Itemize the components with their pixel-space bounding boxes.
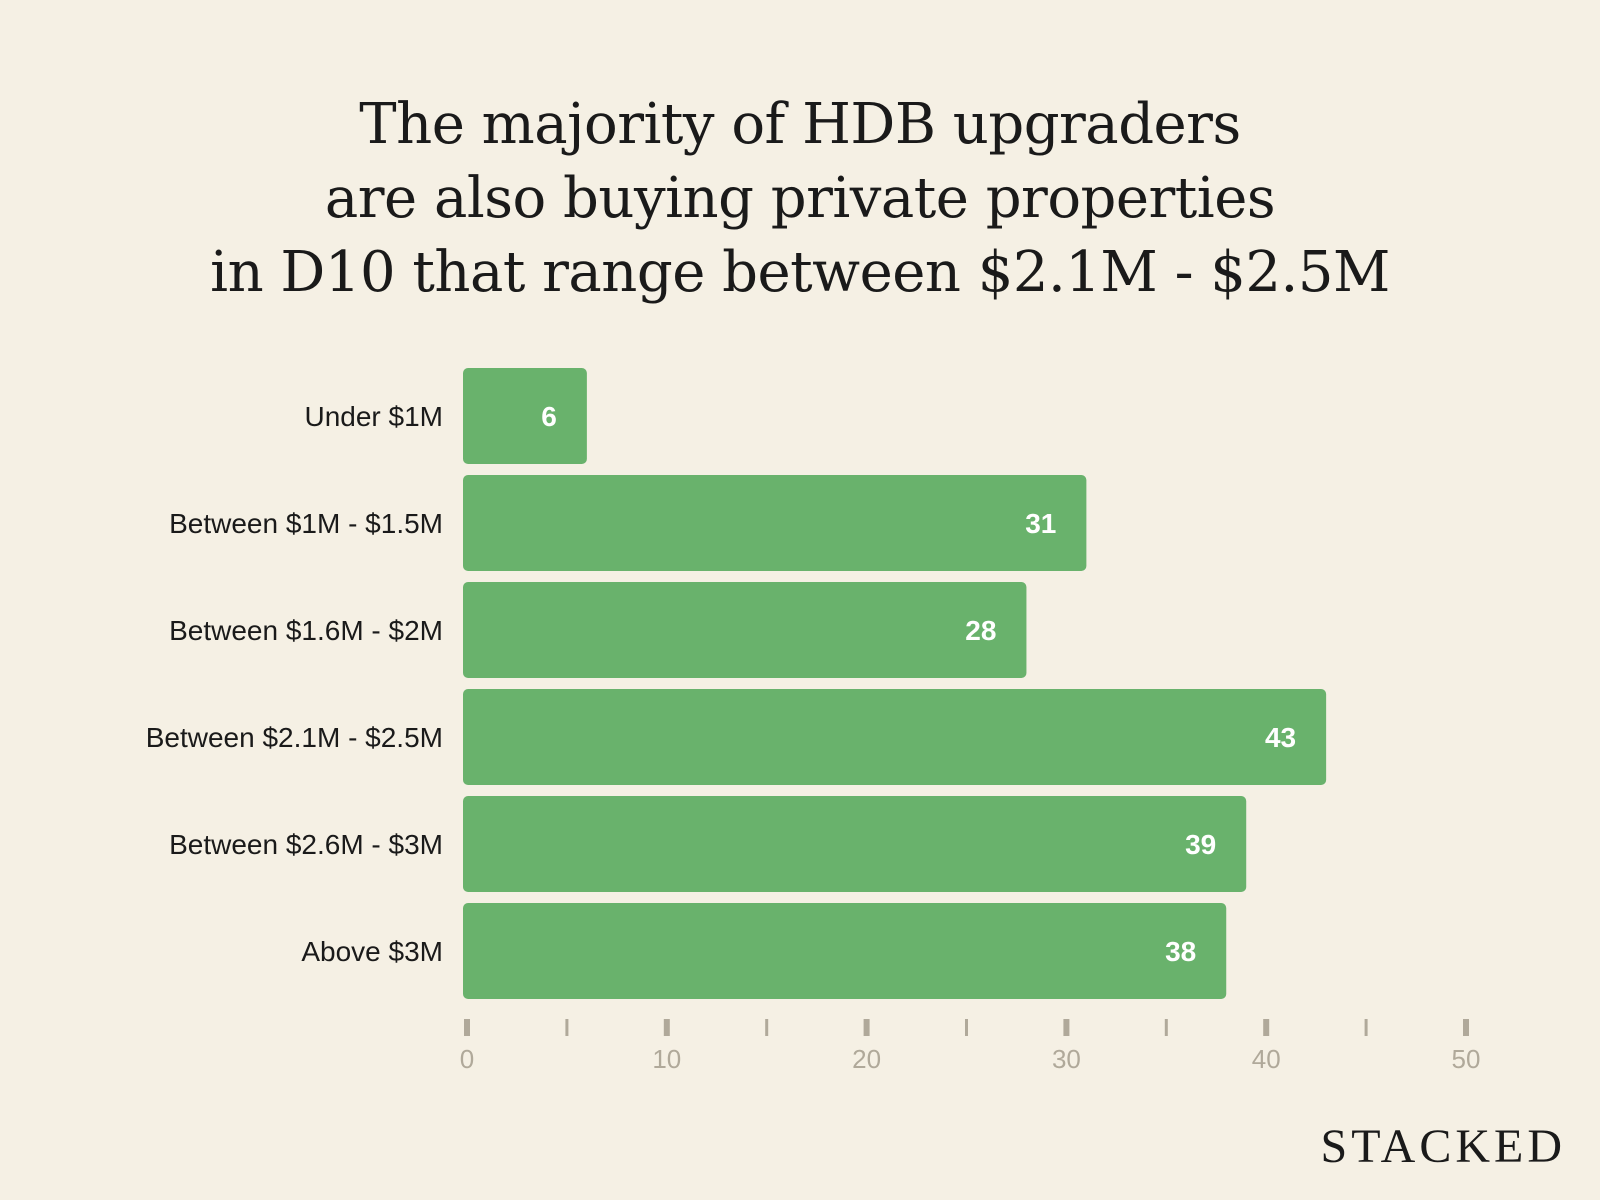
title-line-1: The majority of HDB upgraders bbox=[359, 92, 1241, 157]
value-label-5: 38 bbox=[1165, 936, 1196, 967]
value-label-4: 39 bbox=[1185, 829, 1216, 860]
value-label-2: 28 bbox=[965, 615, 996, 646]
bar-3 bbox=[463, 689, 1327, 785]
value-label-3: 43 bbox=[1265, 722, 1296, 753]
tick-label-0: 0 bbox=[460, 1044, 474, 1074]
tick-label-1: 10 bbox=[652, 1044, 681, 1074]
value-label-1: 31 bbox=[1025, 508, 1056, 539]
major-tick-2 bbox=[863, 1019, 870, 1036]
tick-label-4: 40 bbox=[1252, 1044, 1281, 1074]
tick-label-5: 50 bbox=[1452, 1044, 1481, 1074]
category-label-1: Between $1M - $1.5M bbox=[169, 508, 443, 539]
major-tick-5 bbox=[1463, 1019, 1469, 1036]
minor-tick-1 bbox=[765, 1019, 769, 1036]
value-label-0: 6 bbox=[541, 401, 557, 432]
category-label-2: Between $1.6M - $2M bbox=[169, 615, 443, 646]
tick-label-2: 20 bbox=[852, 1044, 881, 1074]
bar-2 bbox=[463, 582, 1027, 678]
bar-5 bbox=[463, 903, 1227, 999]
minor-tick-4 bbox=[1364, 1019, 1368, 1036]
major-tick-0 bbox=[464, 1019, 470, 1036]
tick-label-3: 30 bbox=[1052, 1044, 1081, 1074]
bar-0 bbox=[463, 368, 587, 464]
major-tick-4 bbox=[1263, 1019, 1270, 1036]
category-label-4: Between $2.6M - $3M bbox=[169, 829, 443, 860]
category-label-0: Under $1M bbox=[304, 401, 443, 432]
minor-tick-3 bbox=[1164, 1019, 1168, 1036]
category-label-3: Between $2.1M - $2.5M bbox=[146, 722, 443, 753]
title-line-2: are also buying private properties bbox=[324, 166, 1276, 231]
minor-tick-0 bbox=[565, 1019, 569, 1036]
major-tick-1 bbox=[663, 1019, 670, 1036]
major-tick-3 bbox=[1063, 1019, 1070, 1036]
bar-1 bbox=[463, 475, 1087, 571]
minor-tick-2 bbox=[965, 1019, 968, 1036]
brand-logo: STACKED bbox=[1320, 1120, 1566, 1173]
title-line-3: in D10 that range between $2.1M - $2.5M bbox=[210, 240, 1390, 305]
category-label-5: Above $3M bbox=[301, 936, 443, 967]
chart-title: The majority of HDB upgraders are also b… bbox=[0, 88, 1600, 310]
bar-4 bbox=[463, 796, 1247, 892]
